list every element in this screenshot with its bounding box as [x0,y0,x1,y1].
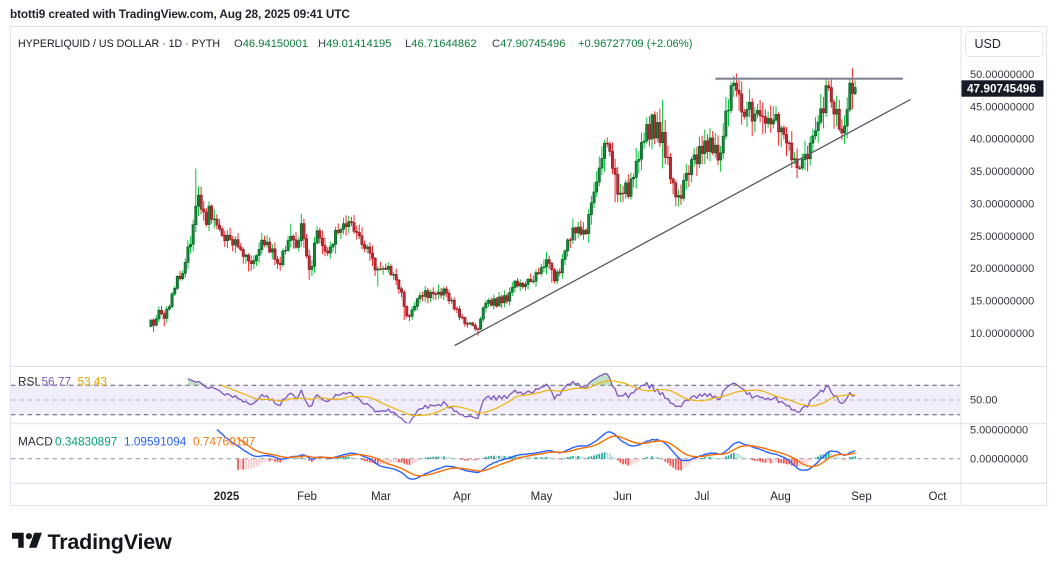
svg-text:50.00: 50.00 [970,395,998,407]
svg-text:Aug: Aug [770,491,790,503]
svg-text:Jun: Jun [613,491,632,503]
svg-text:+0.96727709 (+2.06%): +0.96727709 (+2.06%) [578,38,693,50]
svg-text:Mar: Mar [371,491,391,503]
svg-text:2025: 2025 [214,491,240,503]
svg-text:15.00000000: 15.00000000 [970,296,1034,308]
svg-text:H49.01414195: H49.01414195 [318,38,391,50]
svg-text:L46.71644862: L46.71644862 [405,38,477,50]
svg-text:20.00000000: 20.00000000 [970,263,1034,275]
svg-text:40.00000000: 40.00000000 [970,134,1034,146]
svg-text:Sep: Sep [851,491,871,503]
svg-text:0.34830897: 0.34830897 [55,435,117,449]
svg-text:25.00000000: 25.00000000 [970,231,1034,243]
svg-text:50.00000000: 50.00000000 [970,69,1034,81]
svg-text:47.90745496: 47.90745496 [967,82,1036,96]
svg-text:USD: USD [975,37,1001,51]
svg-text:May: May [531,491,553,503]
svg-text:C47.90745496: C47.90745496 [492,38,565,50]
svg-text:56.77: 56.77 [42,375,72,389]
svg-text:Feb: Feb [297,491,317,503]
svg-text:5.00000000: 5.00000000 [970,424,1028,436]
svg-text:1.09591094: 1.09591094 [124,435,187,449]
svg-text:53.43: 53.43 [78,375,108,389]
svg-text:RSI: RSI [18,375,38,389]
svg-text:HYPERLIQUID / US DOLLAR · 1D ·: HYPERLIQUID / US DOLLAR · 1D · PYTH [18,38,220,50]
svg-text:0.74760197: 0.74760197 [193,435,255,449]
svg-text:MACD: MACD [18,435,53,449]
svg-text:10.00000000: 10.00000000 [970,328,1034,340]
svg-text:0.00000000: 0.00000000 [970,454,1028,466]
svg-text:O46.94150001: O46.94150001 [234,38,308,50]
svg-text:Jul: Jul [695,491,710,503]
svg-text:TradingView: TradingView [48,530,173,554]
svg-text:30.00000000: 30.00000000 [970,198,1034,210]
svg-text:Apr: Apr [453,491,471,503]
svg-text:Oct: Oct [929,491,948,503]
svg-text:35.00000000: 35.00000000 [970,166,1034,178]
svg-text:45.00000000: 45.00000000 [970,101,1034,113]
